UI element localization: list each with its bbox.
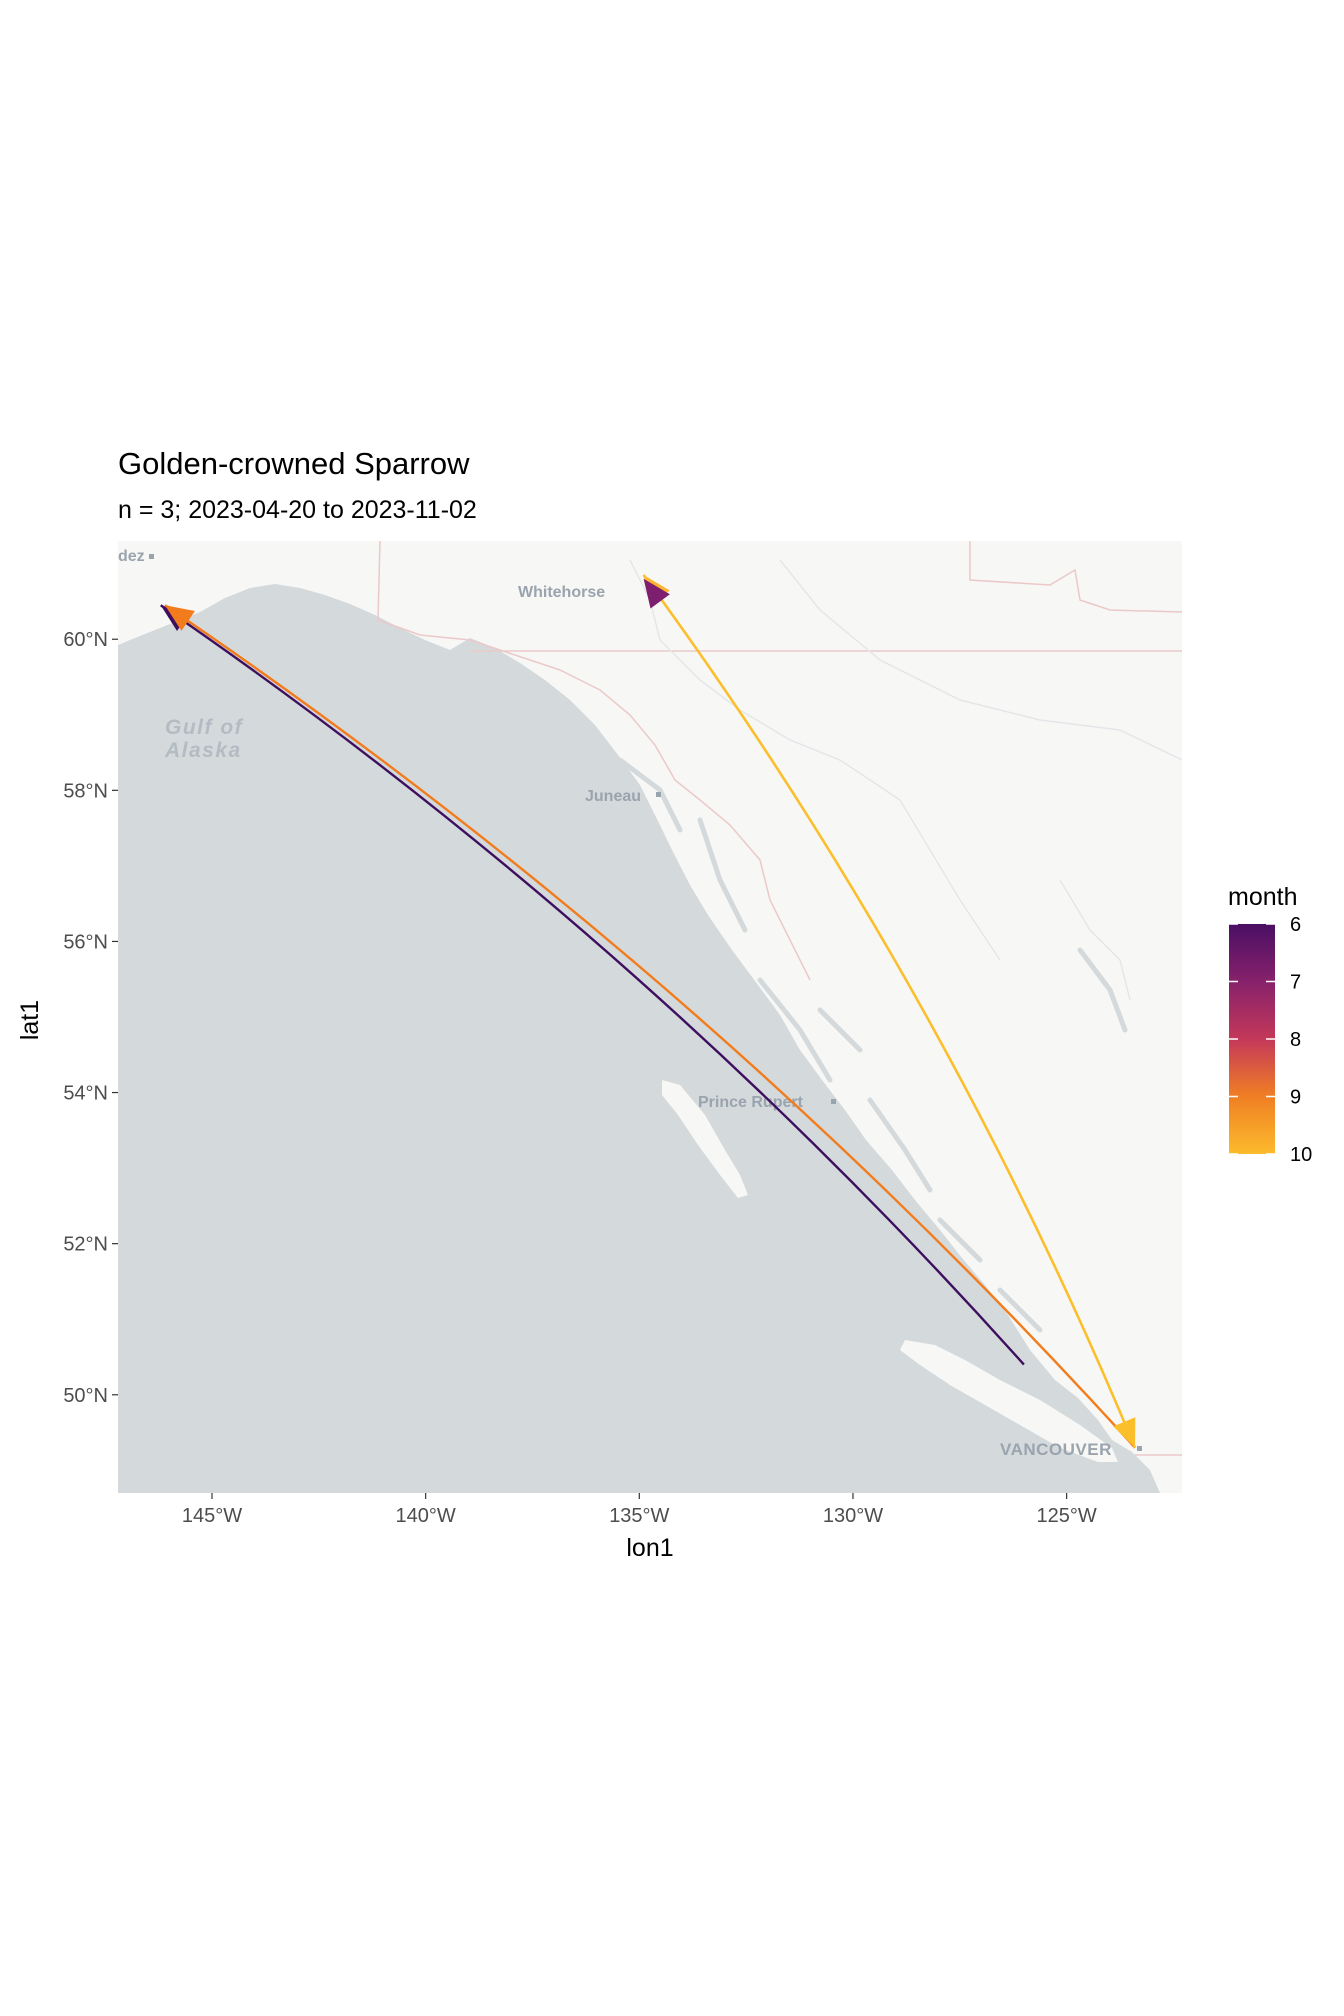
legend-ticks: 6 7 8 9 10 bbox=[1229, 914, 1312, 1166]
map-label-vancouver: VANCOUVER bbox=[1000, 1440, 1112, 1459]
legend-label: 8 bbox=[1290, 1029, 1301, 1051]
migration-arrows bbox=[160, 574, 1137, 1449]
basemap: dez Whitehorse Gulf of Alaska Juneau Pri… bbox=[118, 541, 1182, 1493]
x-tick-label: 130°W bbox=[823, 1505, 883, 1527]
y-tick-label: 50°N bbox=[63, 1385, 108, 1407]
y-axis: 60°N 58°N 56°N 54°N 52°N 50°N bbox=[63, 629, 118, 1407]
map-dot-juneau bbox=[656, 792, 661, 797]
migration-arrow-line bbox=[164, 604, 1136, 1449]
chart-subtitle: n = 3; 2023-04-20 to 2023-11-02 bbox=[118, 496, 477, 524]
x-tick-label: 140°W bbox=[396, 1505, 456, 1527]
vancouver-island bbox=[900, 1340, 1118, 1462]
migration-arrow-head bbox=[165, 605, 195, 631]
land-mass bbox=[118, 541, 1182, 1493]
legend: month 6 7 8 9 10 bbox=[1228, 883, 1312, 1166]
x-tick-label: 135°W bbox=[609, 1505, 669, 1527]
haida-gwaii bbox=[662, 1080, 748, 1198]
legend-label: 6 bbox=[1290, 914, 1301, 936]
coastal-channels bbox=[557, 697, 1128, 1333]
map-dot-vancouver bbox=[1137, 1446, 1142, 1451]
y-axis-title: lat1 bbox=[16, 1000, 44, 1040]
map-dot-valdez bbox=[149, 554, 154, 559]
migration-arrow-head bbox=[1113, 1417, 1136, 1448]
y-tick-label: 52°N bbox=[63, 1234, 108, 1256]
map-label-gulf-line1: Gulf of bbox=[165, 716, 244, 739]
map-label-whitehorse: Whitehorse bbox=[518, 584, 605, 601]
legend-title: month bbox=[1228, 883, 1297, 911]
map-label-gulf-line2: Alaska bbox=[164, 739, 242, 762]
rivers bbox=[629, 559, 1182, 1001]
migration-arrow-line bbox=[642, 574, 1137, 1449]
migration-arrow-head bbox=[643, 578, 670, 609]
borders bbox=[377, 541, 1182, 1456]
y-tick-label: 54°N bbox=[63, 1083, 108, 1105]
x-tick-label: 125°W bbox=[1037, 1505, 1097, 1527]
legend-label: 7 bbox=[1290, 972, 1301, 994]
map-label-juneau: Juneau bbox=[585, 788, 641, 805]
legend-label: 9 bbox=[1290, 1087, 1301, 1109]
chart-title: Golden-crowned Sparrow bbox=[118, 446, 470, 481]
y-tick-label: 60°N bbox=[63, 629, 108, 651]
y-tick-label: 58°N bbox=[63, 780, 108, 802]
map-label-valdez: dez bbox=[118, 548, 145, 565]
x-axis-title: lon1 bbox=[626, 1534, 673, 1562]
legend-label: 10 bbox=[1290, 1144, 1312, 1166]
y-tick-label: 56°N bbox=[63, 931, 108, 953]
x-axis: 145°W 140°W 135°W 130°W 125°W bbox=[182, 1493, 1097, 1527]
migration-arrow-line bbox=[160, 604, 1025, 1366]
map-dot-prince-rupert bbox=[831, 1099, 836, 1104]
x-tick-label: 145°W bbox=[182, 1505, 242, 1527]
